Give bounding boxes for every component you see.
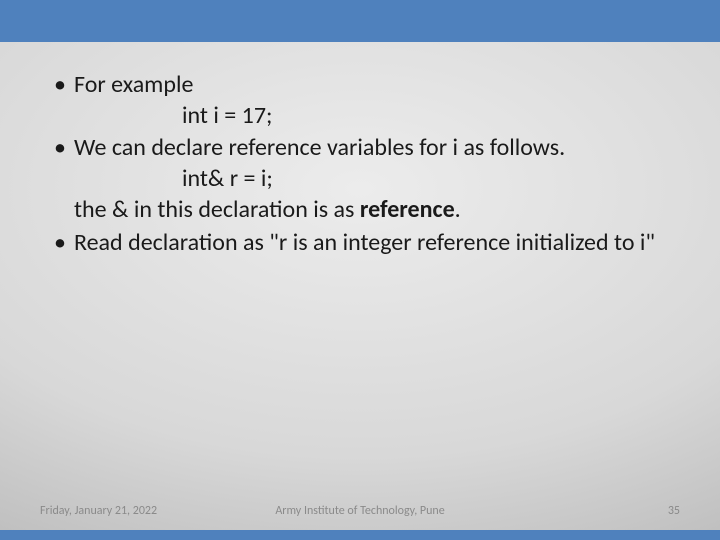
bullet-item: • For example int i = 17;: [40, 70, 680, 131]
body-text-post: .: [455, 195, 461, 224]
footer-org: Army Institute of Technology, Pune: [275, 504, 444, 518]
bullet-item: • We can declare reference variables for…: [40, 133, 680, 225]
slide-content: • For example int i = 17; • We can decla…: [0, 42, 720, 258]
footer-page-number: 35: [668, 504, 680, 518]
body-text-bold: reference: [360, 195, 455, 224]
body-text-pre: the & in this declaration is as: [74, 195, 360, 224]
code-line: int& r = i;: [40, 164, 680, 195]
bullet-marker: •: [40, 70, 74, 101]
bullet-text: We can declare reference variables for i…: [74, 133, 680, 164]
bullet-text: For example: [74, 70, 680, 101]
bottom-edge-bar: [0, 530, 720, 540]
bullet-text: Read declaration as "r is an integer ref…: [74, 228, 680, 259]
title-bar: [0, 0, 720, 42]
bullet-marker: •: [40, 133, 74, 164]
slide-footer: Friday, January 21, 2022 Army Institute …: [0, 504, 720, 518]
bullet-marker: •: [40, 228, 74, 259]
body-line: the & in this declaration is as referenc…: [40, 195, 680, 226]
bullet-item: • Read declaration as "r is an integer r…: [40, 228, 680, 259]
code-line: int i = 17;: [40, 101, 680, 132]
footer-date: Friday, January 21, 2022: [40, 504, 157, 518]
